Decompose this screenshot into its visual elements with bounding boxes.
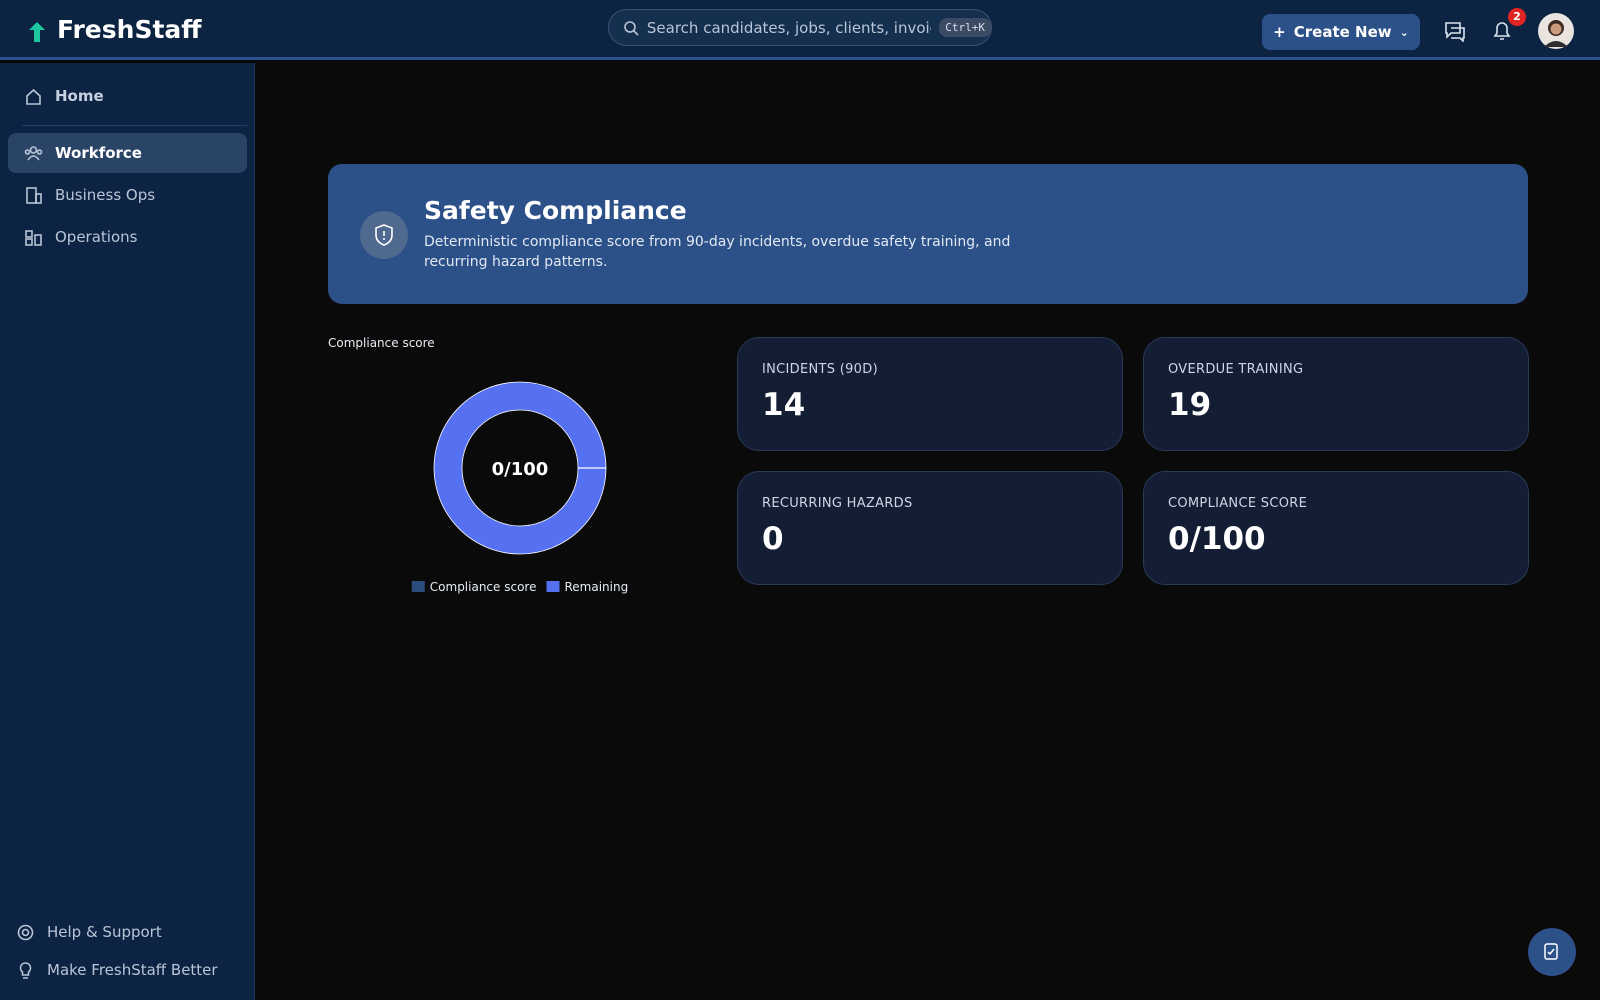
bulb-icon: [19, 961, 32, 979]
stat-value: 0: [762, 521, 784, 557]
banner-description: Deterministic compliance score from 90-d…: [424, 234, 1011, 270]
nav-item[interactable]: Workforce: [8, 133, 247, 173]
nav-label: Home: [55, 87, 104, 105]
nav-label: Operations: [55, 228, 138, 246]
feedback-label: Make FreshStaff Better: [47, 961, 218, 979]
chevron: ⌄: [1399, 25, 1409, 39]
banner-title: Safety Compliance: [424, 196, 687, 225]
logo-icon: [29, 22, 45, 42]
nav-item[interactable]: Operations: [8, 217, 247, 257]
legend-label: Remaining: [564, 580, 628, 594]
banner: Safety Compliance Deterministic complian…: [328, 164, 1528, 304]
stat-label: INCIDENTS (90D): [762, 362, 878, 377]
nav-icon: [24, 145, 43, 160]
shield-icon: [360, 211, 408, 259]
stat-label: RECURRING HAZARDS: [762, 496, 913, 511]
nav-label: Business Ops: [55, 186, 156, 204]
nav-icon: [25, 229, 42, 246]
center-label: 0/100: [492, 459, 549, 480]
avatar[interactable]: [1538, 13, 1574, 49]
feedback-link[interactable]: Make FreshStaff Better: [0, 950, 239, 990]
search-placeholder: Search candidates, jobs, clients, invoic…: [646, 18, 931, 37]
create-new-button[interactable]: + Create New ⌄: [1262, 14, 1420, 50]
shortcut-hint: Ctrl+K: [939, 18, 991, 37]
notifications-button[interactable]: [1491, 19, 1513, 43]
messages-button[interactable]: [1443, 20, 1467, 42]
stat-card: RECURRING HAZARDS 0: [737, 471, 1123, 585]
stat-label: COMPLIANCE SCORE: [1168, 496, 1308, 511]
stat-card: COMPLIANCE SCORE 0/100: [1143, 471, 1529, 585]
stat-value: 0/100: [1168, 521, 1266, 557]
help-label: Help & Support: [47, 923, 162, 941]
stat-label: OVERDUE TRAINING: [1168, 362, 1304, 377]
top-bar: FreshStaff Search candidates, jobs, clie…: [0, 0, 1600, 60]
help-icon: [17, 924, 34, 940]
nav-label: Workforce: [55, 144, 142, 162]
floating-action-button[interactable]: [1528, 928, 1576, 976]
legend-swatch: [546, 581, 560, 592]
donut-chart: 0/100 Compliance score Remaining: [411, 381, 628, 594]
nav-icon: [26, 88, 41, 105]
search-icon: [624, 20, 639, 36]
brand[interactable]: FreshStaff: [57, 15, 202, 44]
nav-item[interactable]: Business Ops: [8, 175, 247, 215]
sidebar: Home Workforce Business Ops Operations H…: [0, 63, 255, 1000]
nav-item[interactable]: Home: [8, 76, 247, 116]
chart-title: Compliance score: [328, 336, 435, 350]
divider: [22, 125, 247, 126]
nav-icon: [26, 186, 42, 204]
legend-swatch: [411, 581, 425, 592]
legend-label: Compliance score: [430, 580, 537, 594]
notification-badge: 2: [1508, 8, 1526, 26]
create-label: Create New: [1293, 23, 1392, 41]
help-link[interactable]: Help & Support: [0, 912, 239, 952]
search-box[interactable]: Search candidates, jobs, clients, invoi c…: [608, 9, 992, 46]
stat-value: 19: [1168, 387, 1212, 423]
stat-card: INCIDENTS (90D) 14: [737, 337, 1123, 451]
stat-card: OVERDUE TRAINING 19: [1143, 337, 1529, 451]
plus-icon: +: [1273, 23, 1286, 41]
stat-value: 14: [762, 387, 806, 423]
